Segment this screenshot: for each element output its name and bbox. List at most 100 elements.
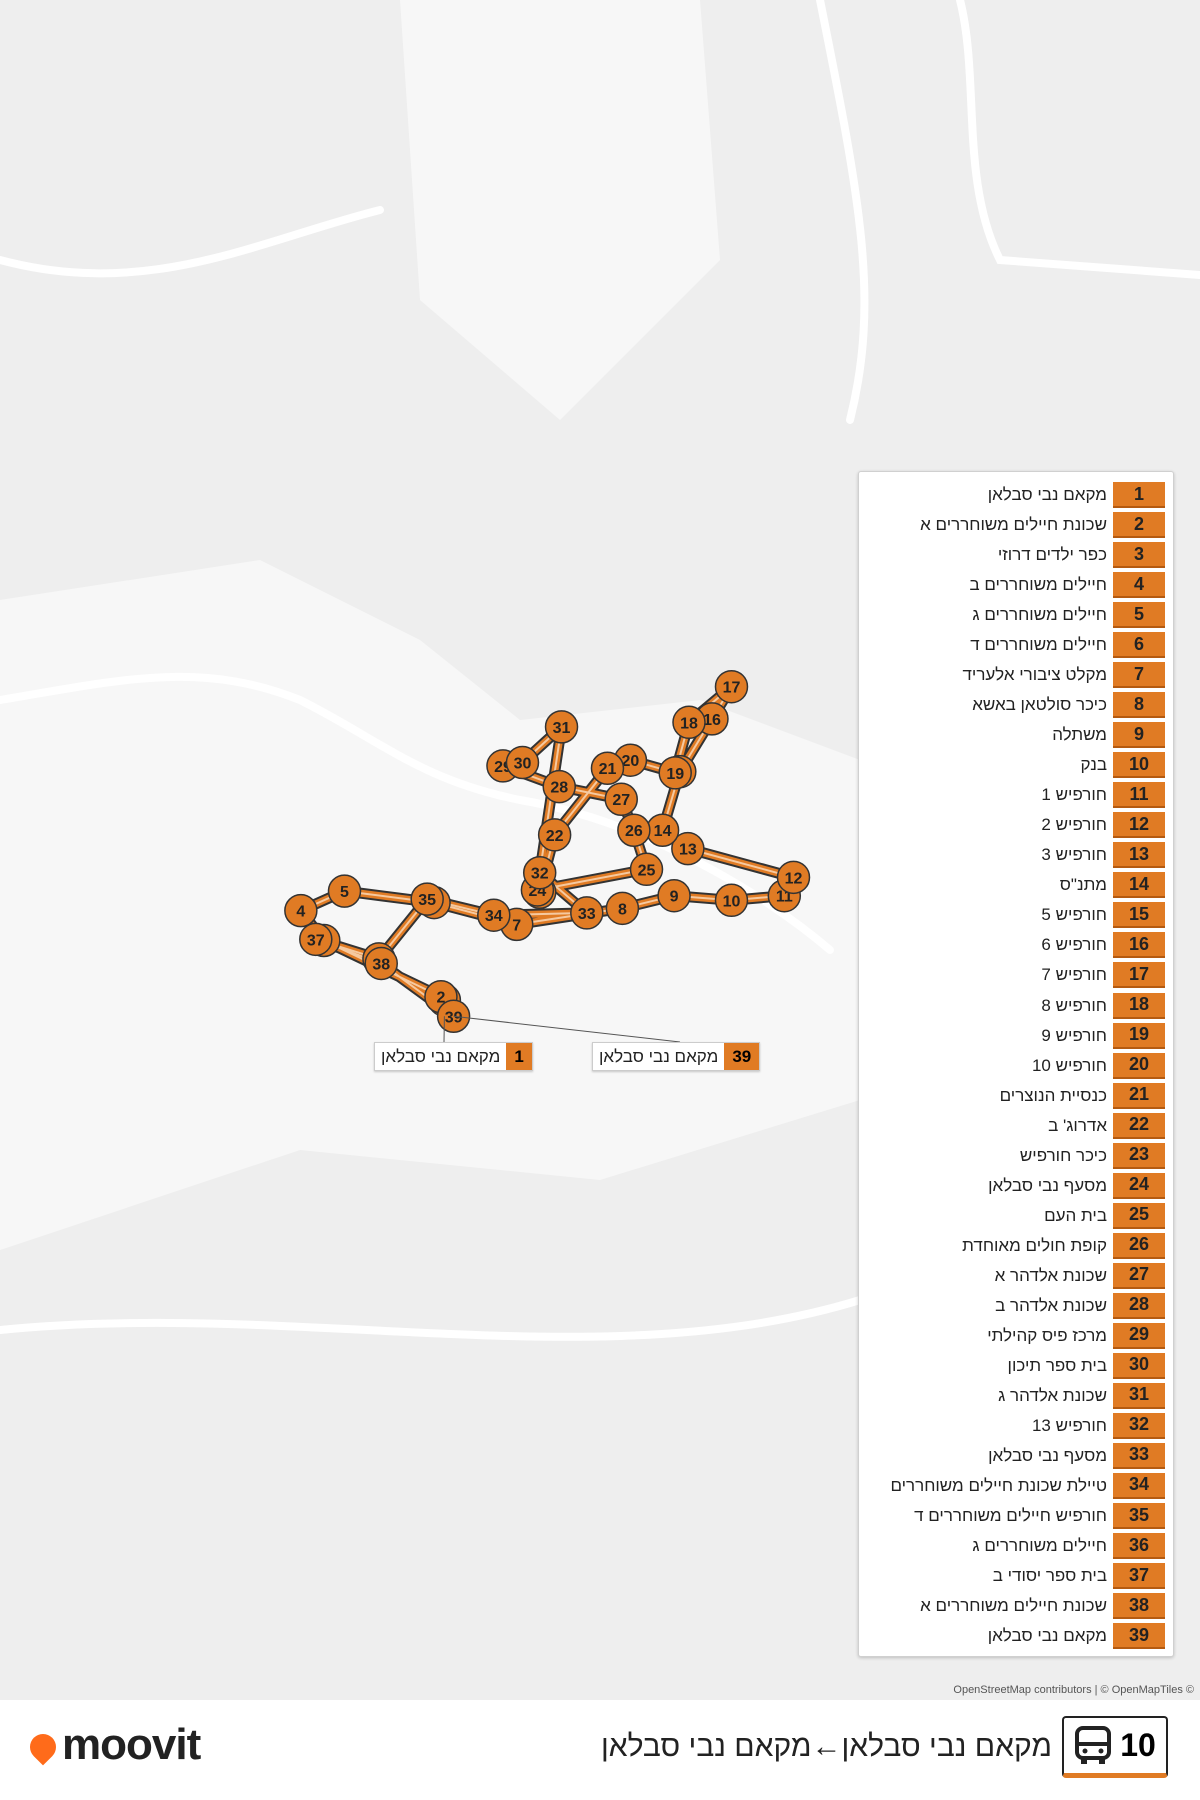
stop-marker-number: 25 [638, 862, 656, 879]
stop-name: אדרוג' ב [1048, 1115, 1107, 1135]
stop-row: 13 חורפיש 3 [1041, 842, 1165, 869]
stop-marker-number: 31 [553, 720, 571, 737]
stop-number: 27 [1113, 1262, 1165, 1289]
stop-marker-number: 18 [680, 715, 698, 732]
stop-row: 14 מתנ"ס [1060, 872, 1165, 899]
stop-markers: 1234567891011121314151617181920212223242… [284, 669, 811, 1043]
stop-name: חורפיש 1 [1041, 785, 1107, 805]
stop-marker [590, 751, 625, 785]
stop-row: 5 חיילים משוחררים ג [972, 602, 1165, 629]
stop-marker-number: 2 [437, 990, 446, 1007]
stop-marker-number: 17 [723, 680, 741, 697]
stop-row: 25 בית העם [1044, 1202, 1165, 1229]
logo[interactable]: moovit [24, 1720, 201, 1770]
attribution: OpenStreetMap contributors | © OpenMapTi… [953, 1684, 1194, 1696]
stop-number: 35 [1113, 1503, 1165, 1530]
stop-name: חורפיש 2 [1041, 815, 1107, 835]
stop-name: מקאם נבי סבלאן [987, 1626, 1107, 1646]
stop-name: מרכז פיס קהילתי [987, 1325, 1107, 1345]
stop-row: 15 חורפיש 5 [1041, 902, 1165, 929]
stop-marker [327, 874, 362, 908]
stop-name: בית ספר תיכון [1007, 1355, 1107, 1375]
stop-row: 22 אדרוג' ב [1048, 1112, 1165, 1139]
stop-number: 20 [1113, 1052, 1165, 1079]
stop-row: 37 בית ספר יסודי ב [993, 1563, 1165, 1590]
stop-number: 38 [1113, 1593, 1165, 1620]
stop-number: 18 [1113, 992, 1165, 1019]
stop-marker-number: 37 [307, 932, 325, 949]
stop-name: חיילים משוחררים ב [969, 575, 1107, 595]
stop-row: 17 חורפיש 7 [1041, 962, 1165, 989]
stop-row: 10 בנק [1080, 752, 1165, 779]
stop-name: בית העם [1044, 1205, 1107, 1225]
stop-marker [364, 946, 398, 981]
stop-name: מקאם נבי סבלאן [987, 485, 1107, 504]
end-callout: 39 מקאם נבי סבלאן [592, 1042, 761, 1071]
stop-number: 12 [1113, 812, 1165, 839]
stop-row: 11 חורפיש 1 [1041, 782, 1165, 809]
stop-number: 1 [1113, 482, 1165, 508]
stop-marker [776, 860, 811, 895]
stop-name: משתלה [1052, 725, 1107, 745]
stop-row: 3 כפר ילדים דרוזי [998, 542, 1165, 569]
stop-row: 1 מקאם נבי סבלאן [988, 482, 1165, 508]
stop-marker [544, 710, 579, 744]
stop-marker-number: 39 [445, 1009, 463, 1026]
stop-number: 37 [1113, 1563, 1165, 1590]
stop-marker-number: 35 [418, 892, 436, 909]
stop-name: בנק [1080, 755, 1107, 775]
stop-number: 17 [1113, 962, 1165, 989]
route-title: מקאם נבי סבלאן←מקאם נבי סבלאן [600, 1730, 1052, 1763]
stop-row: 38 שכונת חיילים משוחררים א [920, 1593, 1165, 1620]
stop-row: 16 חורפיש 6 [1041, 932, 1165, 959]
stop-row: 21 כנסיית הנוצרים [1000, 1082, 1165, 1109]
stop-name: כיכר חורפיש [1019, 1145, 1107, 1165]
stop-number: 30 [1113, 1352, 1165, 1379]
stop-row: 34 טיילת שכונת חיילים משוחררים [890, 1472, 1165, 1499]
stop-row: 7 מקלט ציבורי אלעריד [963, 662, 1165, 689]
stop-marker [505, 745, 540, 780]
stop-marker [542, 769, 576, 804]
stop-number: 36 [1113, 1533, 1165, 1560]
stop-row: 18 חורפיש 8 [1041, 992, 1165, 1019]
stop-number: 3 [1113, 542, 1165, 569]
stop-number: 14 [1113, 872, 1165, 899]
stop-row: 30 בית ספר תיכון [1007, 1352, 1165, 1379]
stop-number: 23 [1113, 1142, 1165, 1169]
footer-bar: moovit מקאם נבי סבלאן←מקאם נבי סבלאן 10 [0, 1700, 1200, 1800]
stop-number: 8 [1113, 692, 1165, 719]
stop-row: 36 חיילים משוחררים ג [972, 1533, 1165, 1560]
stop-marker [657, 878, 691, 913]
stop-name: חורפיש 13 [1031, 1415, 1107, 1435]
stop-name: מסעף נבי סבלאן [988, 1175, 1107, 1195]
stop-row: 33 מסעף נבי סבלאן [988, 1442, 1165, 1469]
stop-row: 26 קופת חולים מאוחדת [962, 1232, 1165, 1259]
stop-number: 10 [1113, 752, 1165, 779]
stop-marker [477, 898, 511, 932]
stop-number: 26 [1113, 1232, 1165, 1259]
stop-marker [714, 883, 749, 918]
stop-marker-number: 7 [512, 917, 521, 934]
stop-name: חורפיש 5 [1041, 905, 1107, 925]
stop-marker [629, 852, 664, 887]
stop-row: 28 שכונת אלדהר ב [995, 1292, 1165, 1319]
bus-icon [1075, 1725, 1112, 1764]
stop-marker-number: 22 [546, 828, 564, 845]
stop-number: 7 [1113, 662, 1165, 689]
stop-name: חיילים משוחררים ג [972, 1536, 1107, 1556]
stop-number: 39 [1113, 1623, 1165, 1650]
stop-row: 20 חורפיש 10 [1032, 1052, 1165, 1079]
stop-marker-number: 38 [372, 956, 390, 973]
start-callout: 1 מקאם נבי סבלאן [374, 1042, 533, 1071]
stop-name: חורפיש 9 [1041, 1025, 1107, 1045]
stop-number: 5 [1113, 602, 1165, 629]
stop-name: כיכר סולטאן באשא [972, 695, 1107, 715]
stop-marker-number: 9 [670, 889, 679, 906]
stop-marker-number: 16 [703, 712, 721, 729]
stop-number: 31 [1113, 1382, 1165, 1409]
stop-marker-number: 32 [531, 866, 549, 883]
stop-number: 11 [1113, 782, 1165, 809]
stop-number: 28 [1113, 1292, 1165, 1319]
